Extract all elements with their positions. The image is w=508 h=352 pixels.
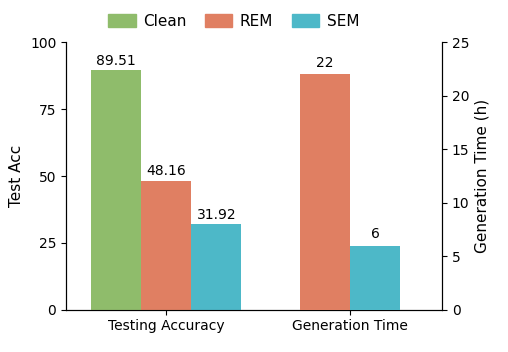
Text: 48.16: 48.16 xyxy=(146,164,186,178)
Text: 89.51: 89.51 xyxy=(97,54,136,68)
Y-axis label: Test Acc: Test Acc xyxy=(9,145,24,207)
Text: 6: 6 xyxy=(371,227,379,241)
Legend: Clean, REM, SEM: Clean, REM, SEM xyxy=(102,8,365,35)
Bar xyxy=(300,74,350,310)
Bar xyxy=(141,181,192,310)
Y-axis label: Generation Time (h): Generation Time (h) xyxy=(475,99,490,253)
Bar xyxy=(192,224,241,310)
Text: 31.92: 31.92 xyxy=(197,208,236,222)
Bar xyxy=(350,246,400,310)
Text: 22: 22 xyxy=(316,56,334,70)
Bar xyxy=(91,70,141,310)
